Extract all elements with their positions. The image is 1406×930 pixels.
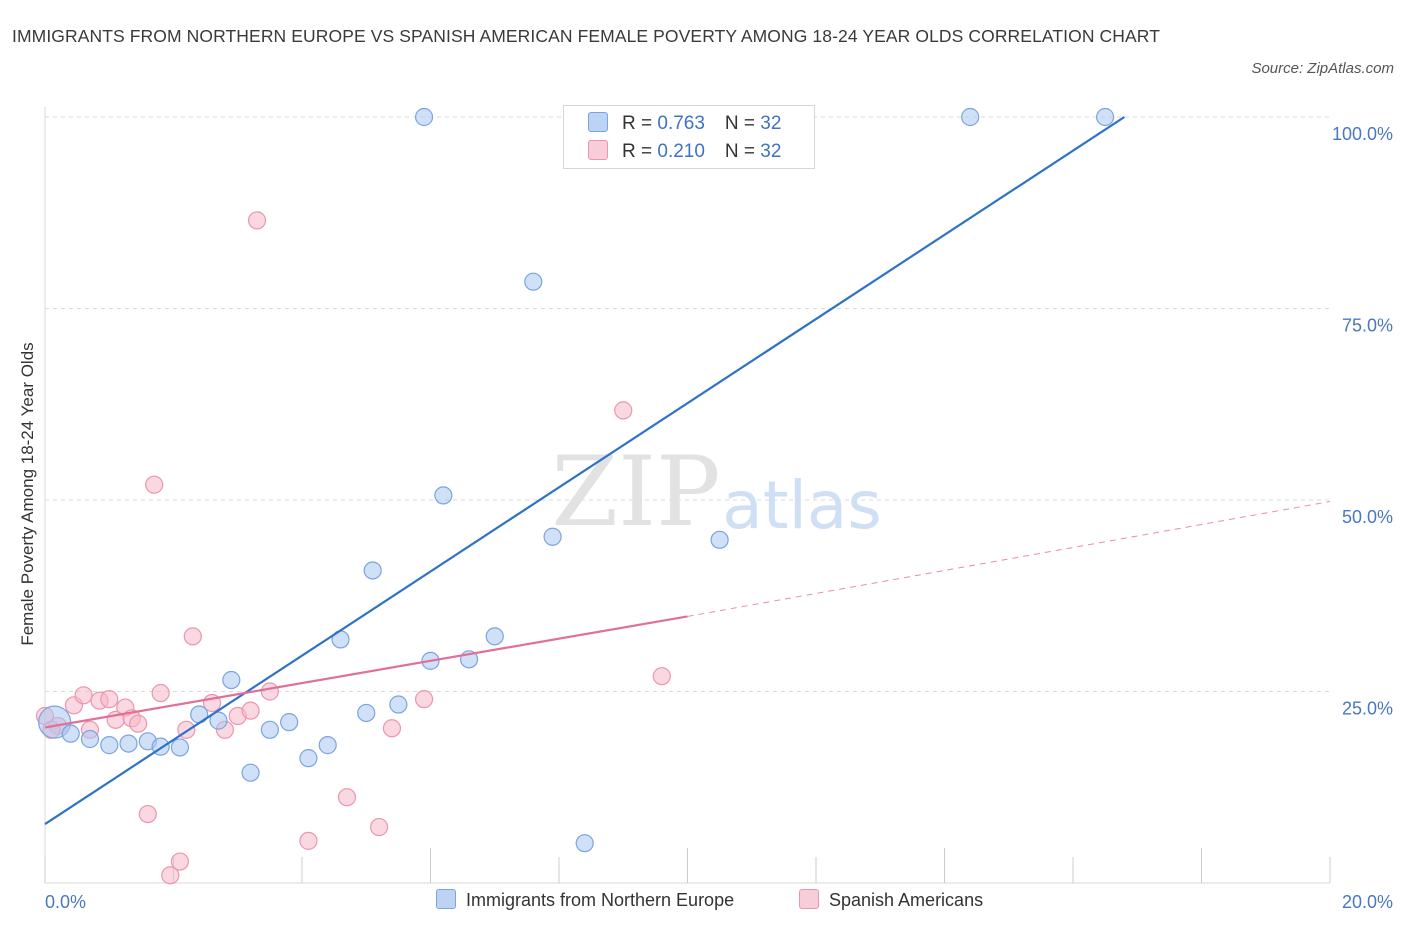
data-point (382, 719, 402, 738)
data-point (652, 667, 671, 686)
data-point (61, 724, 80, 743)
chart-title: IMMIGRANTS FROM NORTHERN EUROPE VS SPANI… (12, 26, 1160, 46)
data-point (161, 866, 180, 885)
n-value: 32 (760, 141, 782, 162)
data-point (100, 690, 119, 709)
data-point (170, 738, 190, 757)
legend-row-spanish-americans: R = 0.210 N = 32 (588, 140, 781, 164)
data-point (485, 627, 504, 646)
data-point (318, 736, 337, 755)
r-value: 0.210 (657, 141, 705, 162)
r-value: 0.763 (657, 113, 705, 134)
blue-swatch (588, 112, 608, 132)
data-point (280, 713, 299, 732)
legend-label: Immigrants from Northern Europe (466, 890, 735, 910)
y-tick-label: 25.0% (1342, 699, 1393, 719)
pink-swatch (799, 889, 819, 909)
data-point (370, 817, 389, 837)
legend-label: Spanish Americans (829, 890, 984, 910)
data-point (434, 486, 453, 505)
data-point (299, 831, 318, 850)
data-point (247, 211, 267, 230)
legend-item-spanish-americans: Spanish Americans (799, 889, 983, 911)
data-point (80, 729, 100, 749)
x-tick-label: 0.0% (45, 892, 86, 912)
data-point (183, 627, 202, 646)
x-tick-labels: 0.0% 20.0% (45, 892, 1393, 912)
data-point (145, 475, 164, 494)
source-label: Source: ZipAtlas.com (1251, 60, 1394, 77)
correlation-legend: R = 0.763 N = 32 R = 0.210 N = 32 (563, 105, 815, 169)
trend-line-spanish-americans-extrapolated (687, 501, 1331, 617)
data-point (260, 682, 279, 701)
n-label: N = (724, 141, 761, 162)
y-tick-label: 75.0% (1342, 316, 1393, 336)
y-tick-labels: 25.0% 50.0% 75.0% 100.0% (1332, 124, 1393, 719)
y-tick-label: 100.0% (1332, 124, 1393, 144)
watermark-zip: ZIP (551, 436, 720, 548)
data-point (241, 701, 260, 720)
watermark: ZIP atlas (551, 436, 881, 548)
data-point (414, 107, 434, 127)
trend-line-spanish-americans (44, 615, 688, 729)
y-axis-title: Female Poverty Among 18-24 Year Olds (18, 342, 37, 645)
data-point (119, 734, 138, 753)
watermark-atlas: atlas (722, 467, 882, 544)
data-point (241, 763, 260, 782)
data-point (74, 686, 93, 705)
r-label: R = (622, 113, 658, 134)
data-point (363, 561, 382, 580)
legend-item-northern-europe: Immigrants from Northern Europe (436, 889, 734, 911)
series-northern-europe-points (38, 107, 1115, 853)
trend-line-northern-europe (44, 116, 1126, 825)
legend-row-northern-europe: R = 0.763 N = 32 (588, 112, 781, 136)
data-point (337, 788, 357, 807)
data-point (524, 272, 543, 291)
data-point (100, 736, 119, 755)
data-point (299, 749, 318, 768)
pink-swatch (588, 140, 608, 160)
data-point (260, 720, 279, 739)
n-label: N = (724, 113, 761, 134)
data-point (209, 711, 228, 730)
data-point (575, 834, 594, 853)
data-point (151, 683, 170, 703)
data-point (614, 401, 633, 420)
data-point (170, 852, 190, 871)
data-point (357, 703, 376, 723)
data-point (710, 530, 729, 549)
data-point (222, 670, 241, 690)
data-point (961, 107, 980, 127)
data-point (129, 714, 148, 733)
y-tick-label: 50.0% (1342, 507, 1393, 527)
data-point (543, 527, 562, 546)
trend-lines (44, 116, 1331, 825)
data-point (414, 690, 434, 709)
n-value: 32 (760, 113, 782, 134)
blue-swatch (436, 889, 456, 909)
data-point (1096, 107, 1115, 127)
x-tick-label: 20.0% (1342, 892, 1393, 912)
r-label: R = (622, 141, 658, 162)
data-point (389, 695, 408, 714)
data-point (138, 804, 157, 824)
